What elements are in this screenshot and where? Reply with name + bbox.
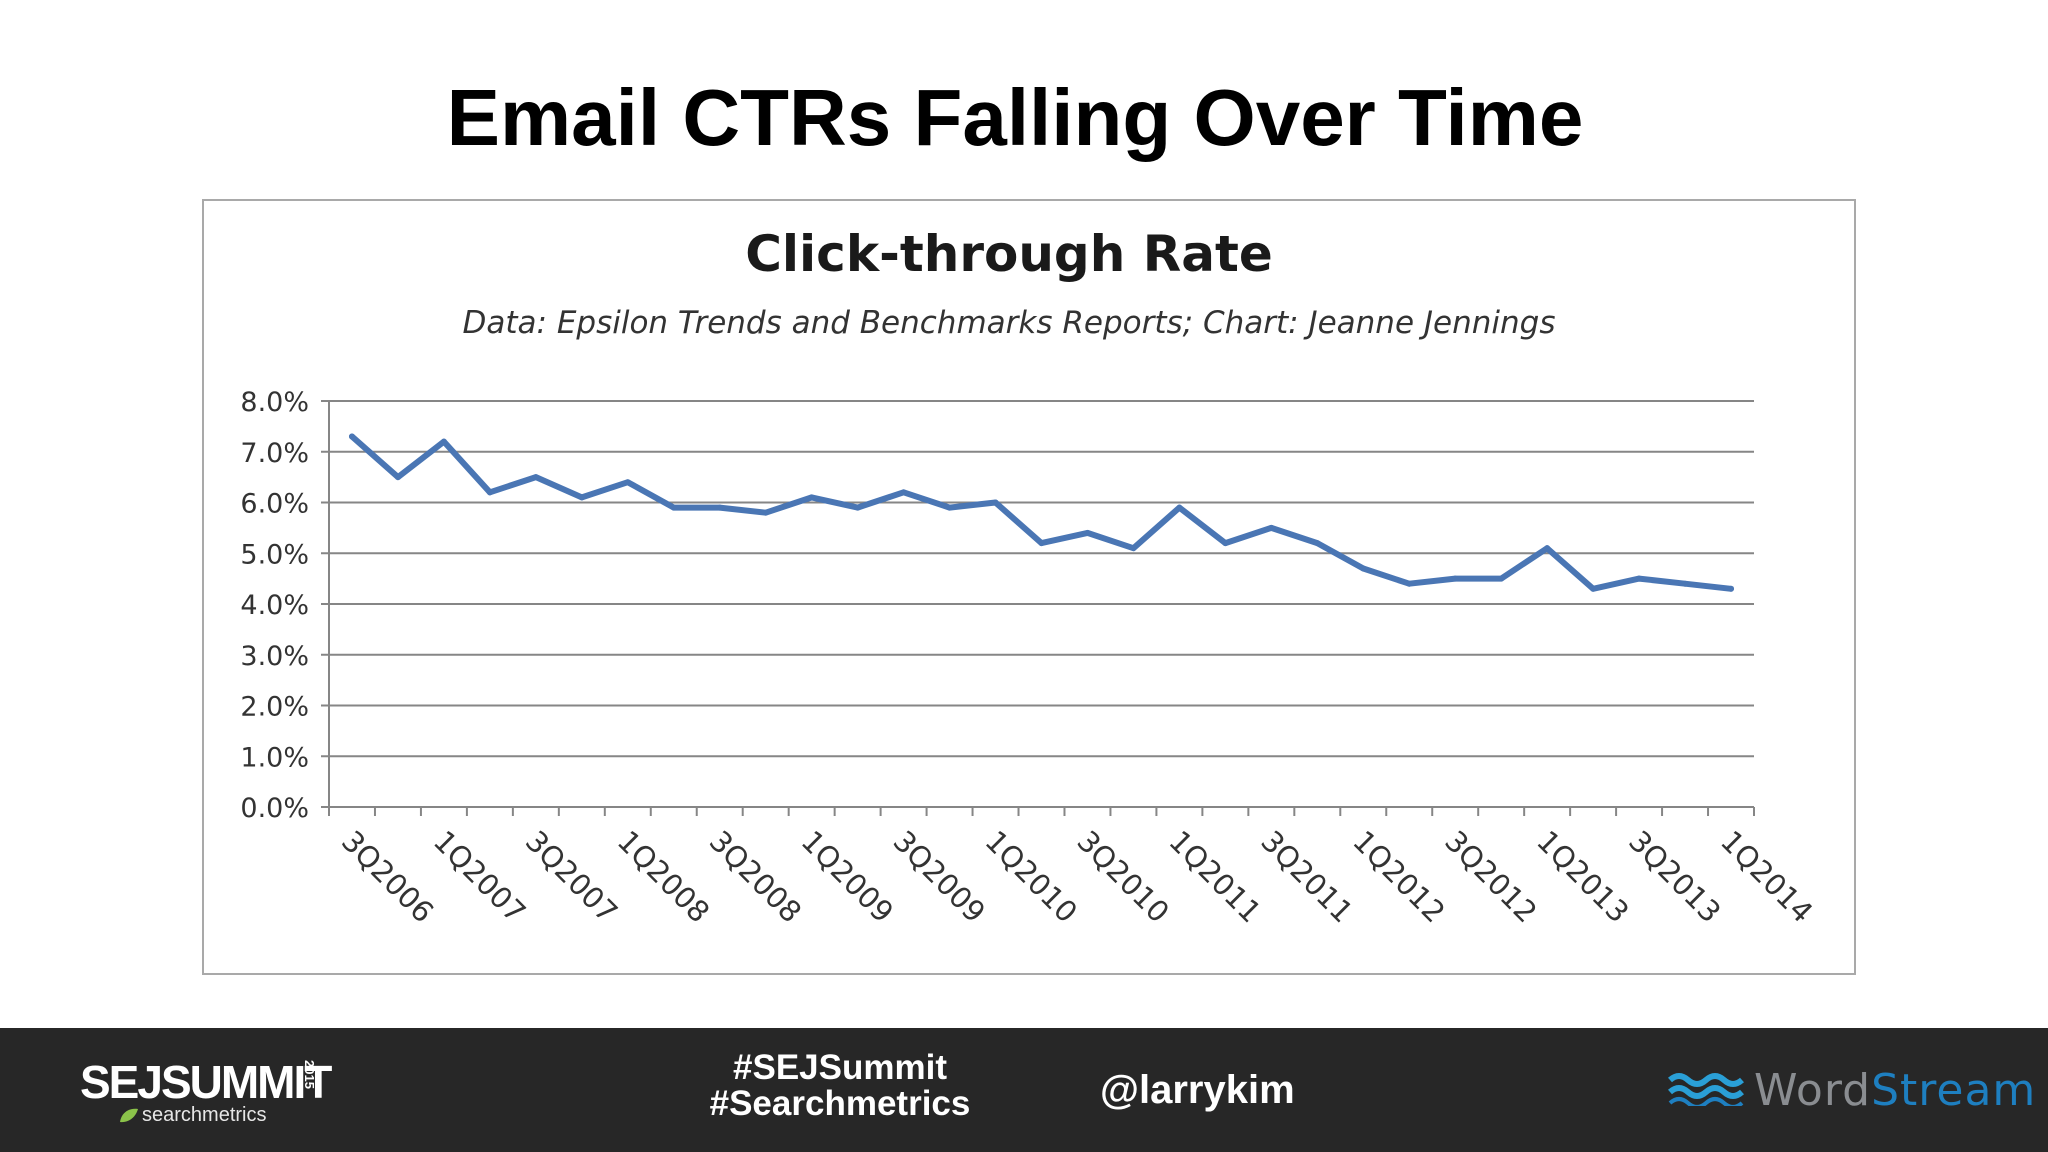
x-tick-label: 1Q2009 bbox=[795, 824, 900, 929]
wordstream-logo: WordStream bbox=[1668, 1066, 2035, 1116]
data-point bbox=[854, 504, 861, 511]
data-point bbox=[762, 509, 769, 516]
x-tick-label: 1Q2013 bbox=[1530, 824, 1635, 929]
y-tick-label: 8.0% bbox=[240, 387, 309, 418]
data-point bbox=[1728, 585, 1735, 592]
data-point bbox=[1544, 545, 1551, 552]
line-chart: Click-through Rate Data: Epsilon Trends … bbox=[240, 225, 1819, 929]
data-point bbox=[1406, 580, 1413, 587]
data-point bbox=[946, 504, 953, 511]
data-point bbox=[440, 438, 447, 445]
wordstream-wordmark: WordStream bbox=[1754, 1066, 2036, 1116]
chart-title: Click-through Rate bbox=[745, 225, 1273, 283]
y-tick-label: 7.0% bbox=[240, 438, 309, 469]
x-tick-label: 3Q2010 bbox=[1071, 824, 1176, 929]
hashtag-sejsummit: #SEJSummit bbox=[733, 1048, 947, 1087]
chart-frame: Click-through Rate Data: Epsilon Trends … bbox=[202, 199, 1856, 975]
data-point bbox=[578, 494, 585, 501]
x-tick-label: 1Q2010 bbox=[979, 824, 1084, 929]
sej-logo-sub: searchmetrics bbox=[142, 1104, 267, 1126]
series-line bbox=[349, 433, 1734, 592]
y-tick-label: 4.0% bbox=[240, 590, 309, 621]
data-point bbox=[1084, 529, 1091, 536]
data-point bbox=[1636, 575, 1643, 582]
data-point bbox=[808, 494, 815, 501]
data-point bbox=[900, 489, 907, 496]
data-point bbox=[1130, 545, 1137, 552]
x-tick-label: 1Q2012 bbox=[1346, 824, 1451, 929]
chart-subtitle: Data: Epsilon Trends and Benchmarks Repo… bbox=[463, 305, 1556, 341]
wordstream-word1: Word bbox=[1754, 1065, 1872, 1116]
x-tick-label: 1Q2007 bbox=[427, 824, 532, 929]
hashtags: #SEJSummit #Searchmetrics bbox=[680, 1050, 1000, 1122]
data-point bbox=[1268, 524, 1275, 531]
data-point bbox=[394, 474, 401, 481]
data-point bbox=[1682, 580, 1689, 587]
x-tick-label: 1Q2008 bbox=[611, 824, 716, 929]
data-point bbox=[532, 474, 539, 481]
data-point bbox=[992, 499, 999, 506]
data-point bbox=[1498, 575, 1505, 582]
data-point bbox=[1222, 540, 1229, 547]
data-point bbox=[1452, 575, 1459, 582]
wordstream-word2: Stream bbox=[1871, 1065, 2037, 1116]
data-point bbox=[486, 489, 493, 496]
data-point bbox=[348, 433, 355, 440]
x-tick-label: 3Q2012 bbox=[1438, 824, 1543, 929]
footer-bar: SEJSUMMIT 2015 searchmetrics #SEJSummit … bbox=[0, 1028, 2048, 1152]
data-point bbox=[1360, 565, 1367, 572]
slide-title: Email CTRs Falling Over Time bbox=[446, 73, 1584, 162]
data-point bbox=[670, 504, 677, 511]
sej-logo-year: 2015 bbox=[302, 1060, 317, 1089]
data-point bbox=[1038, 540, 1045, 547]
hashtag-searchmetrics: #Searchmetrics bbox=[709, 1084, 971, 1123]
data-point bbox=[1176, 504, 1183, 511]
wave-icon bbox=[1668, 1073, 1744, 1106]
x-tick-label: 3Q2006 bbox=[335, 824, 440, 929]
y-tick-label: 5.0% bbox=[240, 539, 309, 570]
sej-logo-text: SEJSUMMIT bbox=[80, 1056, 332, 1108]
x-tick-label: 3Q2007 bbox=[519, 824, 624, 929]
x-tick-label: 3Q2009 bbox=[887, 824, 992, 929]
data-point bbox=[1590, 585, 1597, 592]
data-point bbox=[1314, 540, 1321, 547]
sej-summit-logo: SEJSUMMIT 2015 searchmetrics bbox=[80, 1058, 332, 1128]
x-tick-label: 3Q2011 bbox=[1254, 824, 1359, 929]
x-tick-label: 3Q2008 bbox=[703, 824, 808, 929]
x-tick-label: 3Q2013 bbox=[1622, 824, 1727, 929]
twitter-handle: @larrykim bbox=[1100, 1068, 1295, 1112]
y-tick-label: 6.0% bbox=[240, 489, 309, 520]
y-tick-label: 2.0% bbox=[240, 692, 309, 723]
x-tick-label: 1Q2011 bbox=[1162, 824, 1267, 929]
y-tick-label: 0.0% bbox=[240, 793, 309, 824]
leaf-icon bbox=[120, 1108, 138, 1123]
data-point bbox=[716, 504, 723, 511]
y-tick-label: 1.0% bbox=[240, 742, 309, 773]
data-point bbox=[624, 479, 631, 486]
x-tick-label: 1Q2014 bbox=[1714, 824, 1819, 929]
y-tick-label: 3.0% bbox=[240, 641, 309, 672]
